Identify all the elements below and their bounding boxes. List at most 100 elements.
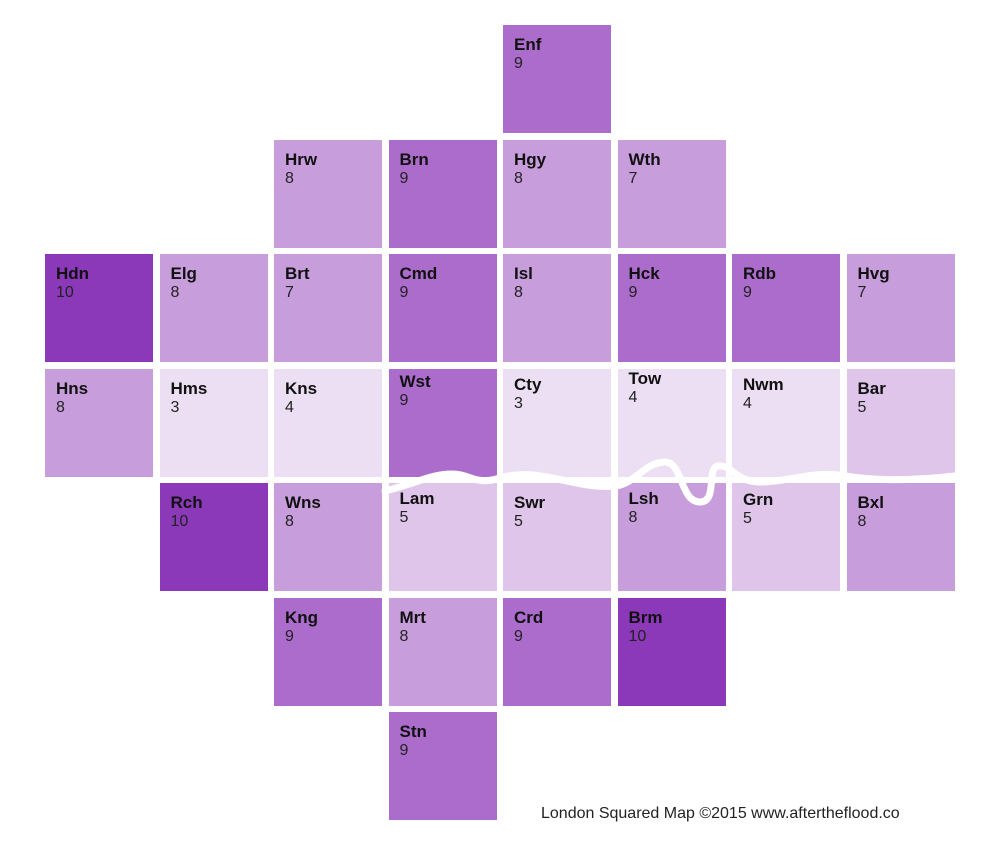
borough-code: Hgy <box>514 149 547 169</box>
borough-code: Cty <box>514 374 542 394</box>
borough-tile-enf: Enf 9 <box>503 25 611 133</box>
borough-tile-nwm: Nwm 4 <box>732 368 840 477</box>
borough-code: Brt <box>285 264 310 283</box>
borough-value: 8 <box>857 513 867 530</box>
borough-tile-elg: Elg 8 <box>159 254 268 362</box>
borough-tile-mrt: Mrt 8 <box>388 597 497 706</box>
borough-value: 8 <box>514 169 523 187</box>
borough-value: 7 <box>857 284 867 301</box>
borough-value: 9 <box>399 391 409 409</box>
borough-tile-rch: Rch 10 <box>159 483 268 591</box>
borough-tile-brn: Brn 9 <box>388 139 497 248</box>
borough-value: 7 <box>628 169 638 187</box>
borough-tile-wns: Wns 8 <box>274 483 382 591</box>
borough-value: 5 <box>857 398 867 416</box>
borough-value: 9 <box>399 169 409 187</box>
borough-tile-bxl: Bxl 8 <box>846 483 955 591</box>
borough-value: 8 <box>628 509 638 526</box>
borough-value: 8 <box>285 513 294 530</box>
borough-value: 8 <box>399 627 409 645</box>
borough-code: Hdn <box>56 264 90 283</box>
borough-tile-isl: Isl 8 <box>503 254 611 362</box>
borough-code: Bar <box>857 378 886 398</box>
borough-code: Bxl <box>857 493 884 512</box>
borough-value: 3 <box>170 398 180 416</box>
borough-code: Kns <box>285 378 318 398</box>
borough-code: Hck <box>628 264 660 283</box>
borough-value: 9 <box>514 55 523 72</box>
borough-tile-hvg: Hvg 7 <box>846 254 955 362</box>
borough-code: Isl <box>514 264 533 283</box>
borough-tile-lam: Lam 5 <box>388 483 497 591</box>
borough-value: 7 <box>285 284 294 301</box>
borough-value: 5 <box>514 513 523 530</box>
borough-value: 8 <box>56 398 65 416</box>
borough-tile-cty: Cty 3 <box>503 368 611 477</box>
borough-code: Swr <box>514 493 546 512</box>
borough-code: Wth <box>628 149 661 169</box>
borough-value: 10 <box>170 513 189 530</box>
borough-value: 9 <box>285 627 294 645</box>
borough-tile-swr: Swr 5 <box>503 483 611 591</box>
borough-tile-lsh: Lsh 8 <box>617 483 726 591</box>
borough-code: Wst <box>399 371 431 391</box>
borough-tile-hns: Hns 8 <box>45 368 153 477</box>
borough-code: Hvg <box>857 264 890 283</box>
borough-code: Brn <box>399 149 429 169</box>
borough-value: 8 <box>514 284 523 301</box>
borough-tile-hck: Hck 9 <box>617 254 726 362</box>
borough-code: Cmd <box>399 264 438 283</box>
borough-code: Nwm <box>743 374 784 394</box>
borough-code: Tow <box>628 368 662 388</box>
borough-tile-wst: Wst 9 <box>388 368 497 477</box>
borough-code: Rch <box>170 493 203 512</box>
borough-value: 10 <box>56 284 74 301</box>
borough-tile-bar: Bar 5 <box>846 368 955 477</box>
borough-tile-kns: Kns 4 <box>274 368 382 477</box>
borough-value: 4 <box>743 394 752 412</box>
borough-code: Lam <box>399 489 435 508</box>
borough-code: Wns <box>285 493 321 512</box>
borough-value: 4 <box>628 388 638 406</box>
borough-value: 8 <box>285 169 294 187</box>
borough-tile-stn: Stn 9 <box>388 712 497 820</box>
borough-value: 9 <box>628 284 638 301</box>
borough-code: Crd <box>514 607 544 627</box>
borough-code: Hns <box>56 378 89 398</box>
borough-value: 5 <box>743 510 752 527</box>
borough-code: Brm <box>628 607 663 627</box>
borough-tile-crd: Crd 9 <box>503 597 611 706</box>
borough-code: Kng <box>285 607 319 627</box>
borough-value: 10 <box>628 627 647 645</box>
borough-code: Enf <box>514 35 542 54</box>
borough-tile-rdb: Rdb 9 <box>732 254 840 362</box>
borough-code: Elg <box>170 264 197 283</box>
borough-tile-cmd: Cmd 9 <box>388 254 497 362</box>
borough-code: Hrw <box>285 149 318 169</box>
borough-code: Lsh <box>628 489 659 508</box>
borough-code: Rdb <box>743 264 777 283</box>
borough-value: 9 <box>743 284 752 301</box>
borough-tile-grn: Grn 5 <box>732 483 840 591</box>
map-credit: London Squared Map ©2015 www.aftertheflo… <box>541 805 900 822</box>
borough-tile-kng: Kng 9 <box>274 597 382 706</box>
borough-tile-hgy: Hgy 8 <box>503 139 611 248</box>
borough-tile-wth: Wth 7 <box>617 139 726 248</box>
borough-value: 5 <box>399 509 409 526</box>
borough-value: 4 <box>285 398 294 416</box>
borough-value: 9 <box>399 284 409 301</box>
borough-tile-brt: Brt 7 <box>274 254 382 362</box>
borough-value: 3 <box>514 394 523 412</box>
borough-code: Hms <box>170 378 208 398</box>
borough-code: Stn <box>399 722 427 741</box>
borough-tile-hdn: Hdn 10 <box>45 254 153 362</box>
borough-tile-brm: Brm 10 <box>617 597 726 706</box>
borough-value: 8 <box>170 284 180 301</box>
borough-tile-hrw: Hrw 8 <box>274 139 382 248</box>
borough-tile-tow: Tow 4 <box>617 368 726 477</box>
borough-code: Grn <box>743 490 774 509</box>
borough-value: 9 <box>399 742 409 759</box>
borough-tile-hms: Hms 3 <box>159 368 268 477</box>
borough-code: Mrt <box>399 607 426 627</box>
